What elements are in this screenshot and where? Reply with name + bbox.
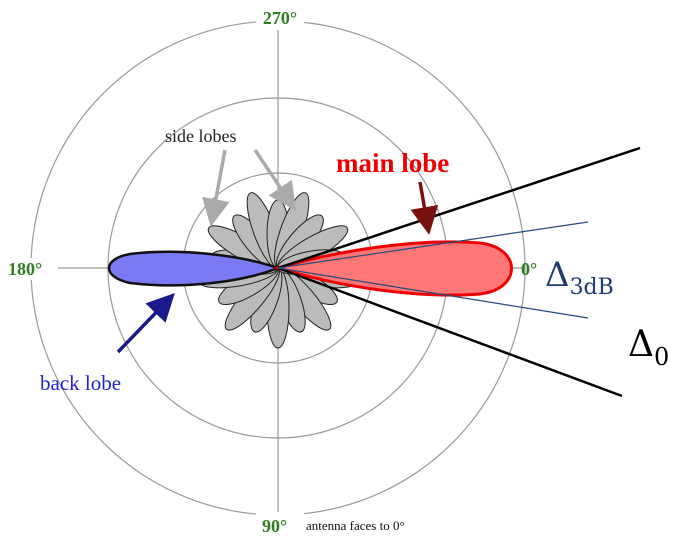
delta-3db: Δ3dB xyxy=(545,255,614,300)
angle-label: 90° xyxy=(262,516,287,536)
main-lobe-shape xyxy=(272,240,513,297)
side-lobes-label: side lobes xyxy=(165,126,237,146)
beam-lines xyxy=(277,146,641,398)
angle-label: 0° xyxy=(521,259,537,279)
angle-label: 180° xyxy=(8,259,42,279)
back-lobe-shape xyxy=(108,250,282,287)
delta-0: Δ0 xyxy=(628,324,669,371)
arrows xyxy=(116,149,439,354)
main-lobe-label: main lobe xyxy=(336,148,449,178)
angle-label: 270° xyxy=(263,8,297,28)
note: antenna faces to 0° xyxy=(306,518,405,533)
back-lobe-label: back lobe xyxy=(40,371,121,395)
